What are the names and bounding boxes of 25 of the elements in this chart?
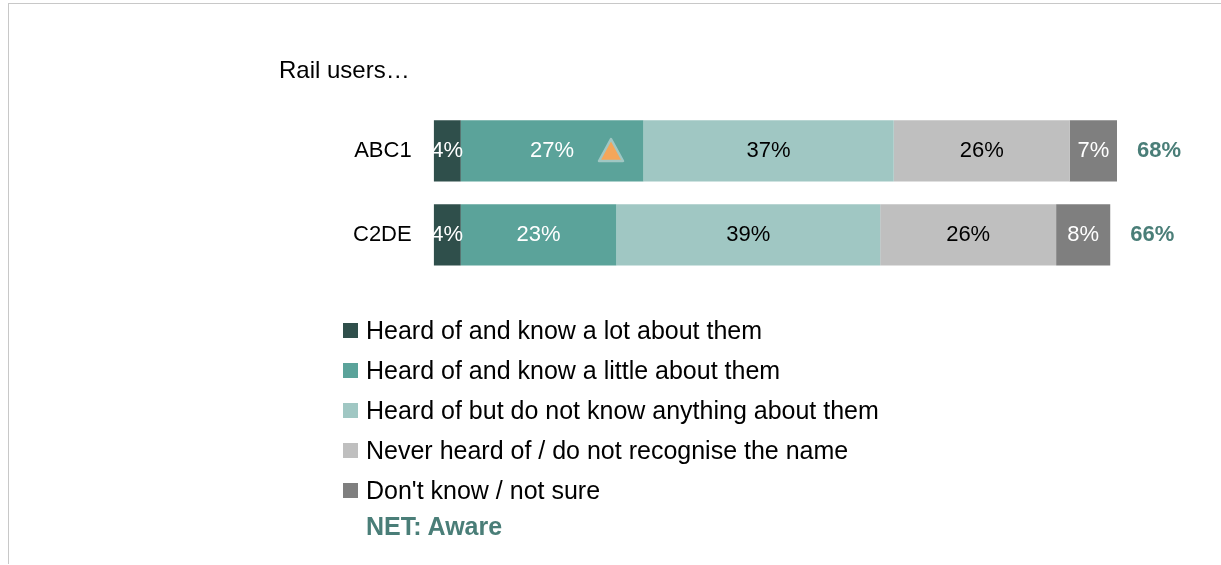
legend-label: Never heard of / do not recognise the name bbox=[366, 435, 849, 465]
y-tick-label: ABC1 bbox=[354, 137, 412, 163]
legend-label: Heard of and know a lot about them bbox=[366, 315, 763, 345]
text: 68% bbox=[1137, 137, 1182, 163]
legend-label: Don't know / not sure bbox=[366, 475, 601, 505]
bar bbox=[1056, 204, 1111, 266]
data-label: 8% bbox=[1067, 220, 1100, 246]
data-label: 26% bbox=[946, 220, 991, 246]
chart-title: Rail users… bbox=[279, 56, 410, 84]
bar bbox=[893, 120, 1070, 182]
text: 66% bbox=[1130, 220, 1175, 246]
data-label: 26% bbox=[959, 137, 1004, 163]
y-tick-label: C2DE bbox=[353, 220, 412, 246]
data-label: 7% bbox=[1077, 137, 1110, 163]
bar bbox=[880, 204, 1057, 266]
data-label: 27% bbox=[530, 137, 575, 163]
legend-label: Heard of and know a little about them bbox=[366, 355, 781, 385]
bar bbox=[643, 120, 894, 182]
bar bbox=[1069, 120, 1117, 182]
data-label: 23% bbox=[516, 220, 561, 246]
data-label: 37% bbox=[746, 137, 791, 163]
data-label: 39% bbox=[726, 220, 771, 246]
text: NET: Aware bbox=[366, 512, 504, 541]
legend-label: Heard of but do not know anything about them bbox=[366, 395, 879, 425]
bar bbox=[616, 204, 881, 266]
